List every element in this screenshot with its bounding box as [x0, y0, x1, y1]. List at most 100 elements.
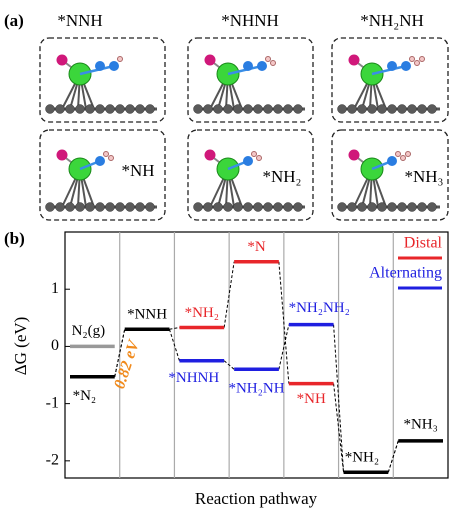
carbon-atom — [428, 203, 437, 212]
carbon-atom — [126, 203, 135, 212]
carbon-atom — [96, 105, 105, 114]
carbon-atom — [224, 203, 233, 212]
ligand-atom — [349, 55, 360, 66]
nitrogen-atom — [387, 61, 397, 71]
carbon-atom — [294, 105, 303, 114]
carbon-atom — [136, 203, 145, 212]
structure-label: *NH₃ — [405, 167, 444, 186]
carbon-atom — [96, 203, 105, 212]
structure-title: *NHNH — [221, 11, 279, 30]
carbon-atom — [284, 105, 293, 114]
structure-title: *NH₂NH — [360, 11, 424, 30]
carbon-atom — [398, 203, 407, 212]
carbon-atom — [116, 203, 125, 212]
carbon-atom — [244, 203, 253, 212]
ligand-atom — [57, 55, 68, 66]
hydrogen-atom — [257, 156, 262, 161]
carbon-atom — [76, 203, 85, 212]
level-label: *NH₃ — [403, 416, 437, 432]
carbon-atom — [428, 105, 437, 114]
carbon-atom — [106, 105, 115, 114]
carbon-atom — [294, 203, 303, 212]
level-label: *N₂ — [73, 388, 97, 404]
carbon-atom — [418, 203, 427, 212]
carbon-atom — [46, 203, 55, 212]
carbon-atom — [244, 105, 253, 114]
carbon-atom — [264, 203, 273, 212]
carbon-atom — [264, 105, 273, 114]
carbon-atom — [348, 203, 357, 212]
hydrogen-atom — [420, 57, 425, 62]
hydrogen-atom — [401, 156, 406, 161]
carbon-atom — [358, 105, 367, 114]
y-tick-label: 0 — [51, 337, 59, 354]
carbon-atom — [66, 203, 75, 212]
level-label: *NH₂ — [345, 450, 379, 466]
carbon-atom — [234, 203, 243, 212]
carbon-atom — [106, 203, 115, 212]
x-axis-label: Reaction pathway — [195, 489, 318, 508]
carbon-atom — [194, 105, 203, 114]
carbon-atom — [348, 105, 357, 114]
nitrogen-atom — [257, 61, 267, 71]
legend-label: Alternating — [369, 265, 442, 282]
nitrogen-atom — [401, 61, 411, 71]
y-axis-label: ΔG (eV) — [11, 317, 30, 376]
carbon-atom — [338, 105, 347, 114]
carbon-atom — [86, 105, 95, 114]
hydrogen-atom — [410, 57, 415, 62]
ligand-atom — [205, 150, 216, 161]
ligand-atom — [205, 55, 216, 66]
hydrogen-atom — [271, 61, 276, 66]
carbon-atom — [234, 105, 243, 114]
level-label: *NH₂ — [185, 305, 219, 321]
carbon-atom — [214, 105, 223, 114]
hydrogen-atom — [266, 57, 271, 62]
structure-label: *NH₂ — [263, 167, 302, 186]
carbon-atom — [338, 203, 347, 212]
legend-label: Distal — [404, 235, 443, 252]
hydrogen-atom — [118, 57, 123, 62]
carbon-atom — [274, 105, 283, 114]
structure-label: *NH — [121, 161, 154, 180]
nitrogen-atom — [387, 156, 397, 166]
hydrogen-atom — [104, 152, 109, 157]
hydrogen-atom — [109, 156, 114, 161]
figure: (a) *NNH *NHNH *NH₂NH *NH *NH₂ *NH₃ (b) … — [0, 0, 454, 515]
carbon-atom — [136, 105, 145, 114]
carbon-atom — [408, 105, 417, 114]
nitrogen-atom — [243, 61, 253, 71]
carbon-atom — [204, 203, 213, 212]
level-label: *NHNH — [168, 370, 219, 386]
nitrogen-atom — [109, 61, 119, 71]
carbon-atom — [398, 105, 407, 114]
carbon-atom — [56, 203, 65, 212]
carbon-atom — [76, 105, 85, 114]
carbon-atom — [146, 105, 155, 114]
carbon-atom — [66, 105, 75, 114]
ligand-atom — [57, 150, 68, 161]
carbon-atom — [204, 105, 213, 114]
carbon-atom — [368, 203, 377, 212]
level-label: *N — [247, 239, 266, 255]
y-tick-label: 1 — [51, 280, 59, 297]
carbon-atom — [116, 105, 125, 114]
carbon-atom — [274, 203, 283, 212]
hydrogen-atom — [252, 152, 257, 157]
level-label: *NH₂NH — [228, 381, 284, 397]
structure-title: *NNH — [57, 11, 102, 30]
level-label: *NNH — [127, 307, 167, 323]
carbon-atom — [378, 203, 387, 212]
panel-label: (a) — [4, 11, 24, 30]
carbon-atom — [254, 105, 263, 114]
structures — [40, 38, 448, 220]
carbon-atom — [46, 105, 55, 114]
y-tick-label: -2 — [46, 452, 59, 469]
carbon-atom — [418, 105, 427, 114]
carbon-atom — [86, 203, 95, 212]
nitrogen-atom — [95, 156, 105, 166]
carbon-atom — [368, 105, 377, 114]
level-label: N₂(g) — [72, 323, 106, 339]
carbon-atom — [214, 203, 223, 212]
level-label: *NH — [297, 391, 326, 407]
